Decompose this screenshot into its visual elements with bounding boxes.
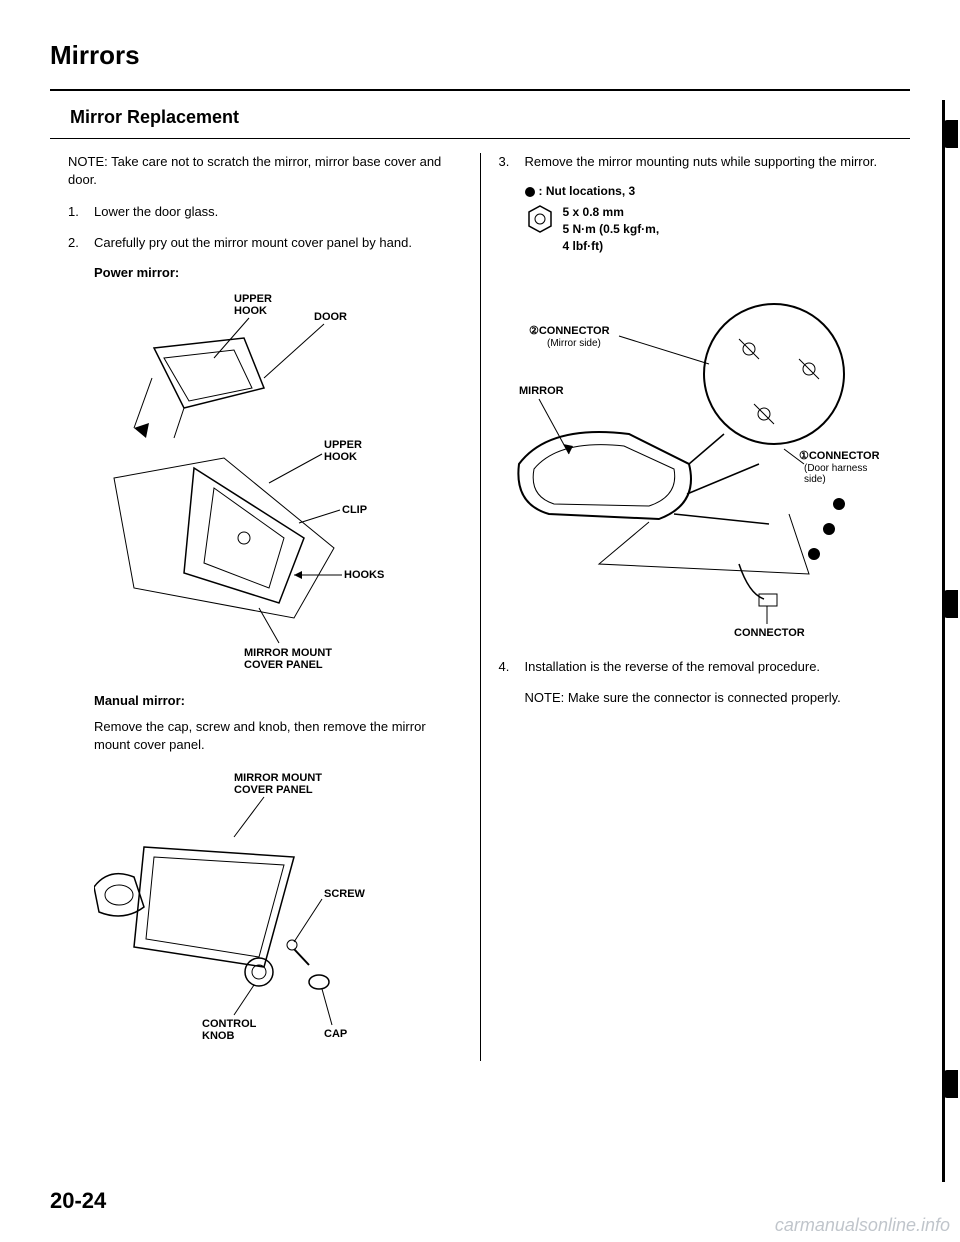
label-clip: CLIP (342, 504, 367, 516)
figure-manual-mirror: MIRROR MOUNT COVER PANEL SCREW (94, 767, 462, 1047)
svg-text:COVER PANEL: COVER PANEL (244, 659, 323, 671)
section-subtitle: Mirror Replacement (70, 107, 910, 128)
step-1: Lower the door glass. (68, 203, 462, 221)
binder-tab (944, 590, 958, 618)
step-3: Remove the mirror mounting nuts while su… (499, 153, 893, 171)
nut-icon (525, 204, 555, 234)
label-connector-1: ①CONNECTOR (799, 450, 879, 462)
figure-mirror-assembly: ②CONNECTOR (Mirror side) MIRROR ①CONNECT… (509, 264, 893, 644)
left-column: NOTE: Take care not to scratch the mirro… (50, 153, 480, 1061)
binder-tab (944, 1070, 958, 1098)
figure-power-mirror: UPPER HOOK DOOR UPPER HOOK CLIP (94, 288, 462, 678)
svg-text:COVER PANEL: COVER PANEL (234, 784, 313, 796)
svg-text:HOOK: HOOK (234, 305, 267, 317)
nut-locations-header: : Nut locations, 3 (525, 183, 893, 200)
binder-tab (944, 120, 958, 148)
label-control-knob: CONTROL (202, 1018, 257, 1030)
label-cap: CAP (324, 1028, 347, 1040)
torque-spec: 5 x 0.8 mm 5 N·m (0.5 kgf·m, 4 lbf·ft) (525, 204, 893, 254)
label-panel-2: MIRROR MOUNT (234, 772, 322, 784)
manual-mirror-label: Manual mirror: (94, 692, 462, 710)
note-text: NOTE: Take care not to scratch the mirro… (68, 153, 462, 189)
label-upper-hook2: UPPER (324, 439, 362, 451)
label-mirror: MIRROR (519, 385, 564, 397)
rule-top (50, 89, 910, 91)
svg-text:HOOK: HOOK (324, 451, 357, 463)
label-connector-bottom: CONNECTOR (734, 627, 805, 639)
step-4: Installation is the reverse of the remov… (499, 658, 893, 706)
label-hooks: HOOKS (344, 569, 384, 581)
label-connector-2: ②CONNECTOR (529, 325, 610, 337)
label-mirror-mount-panel: MIRROR MOUNT (244, 647, 332, 659)
step-2: Carefully pry out the mirror mount cover… (68, 234, 462, 252)
label-screw: SCREW (324, 888, 366, 900)
page-number: 20-24 (50, 1188, 106, 1214)
svg-text:side): side) (804, 474, 826, 485)
watermark: carmanualsonline.info (775, 1215, 950, 1236)
rule-mid (50, 138, 910, 139)
label-connector-2-sub: (Mirror side) (547, 338, 601, 349)
manual-mirror-text: Remove the cap, screw and knob, then rem… (94, 718, 462, 754)
nut-dot-icon (525, 187, 535, 197)
label-connector-1-sub: (Door harness (804, 463, 867, 474)
label-door: DOOR (314, 311, 347, 323)
binder-edge (942, 0, 960, 1242)
page-title: Mirrors (50, 40, 910, 71)
label-upper-hook: UPPER (234, 293, 272, 305)
svg-text:KNOB: KNOB (202, 1030, 234, 1042)
right-column: Remove the mirror mounting nuts while su… (481, 153, 911, 1061)
step-4-note: NOTE: Make sure the connector is connect… (525, 689, 893, 707)
power-mirror-label: Power mirror: (94, 264, 462, 282)
